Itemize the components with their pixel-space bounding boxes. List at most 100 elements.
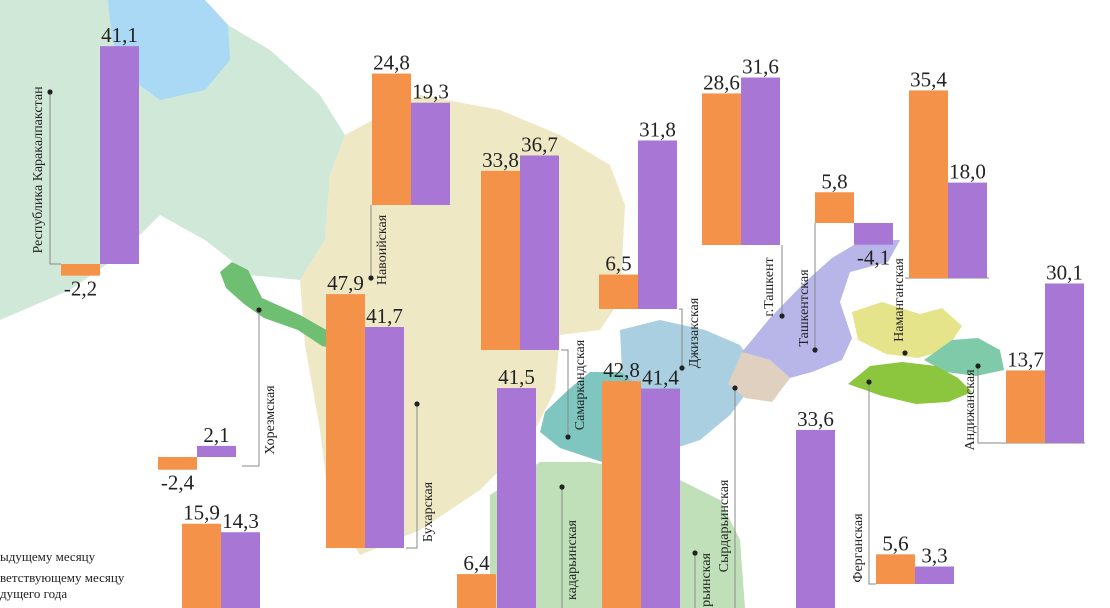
value-label-region-3-0: 47,9 xyxy=(327,271,364,295)
value-label-region-0-0: -2,2 xyxy=(64,277,97,301)
region-name-3: Бухарская xyxy=(421,481,436,542)
value-label-region-10-1: 3,3 xyxy=(921,544,947,568)
bar-charts: -2,2 41,1 -2,4 2,1 24,819,3 47,941,7 33,836,7 6… xyxy=(61,23,1084,608)
region-dot-13 xyxy=(692,550,698,556)
region-name-5: Джизакская xyxy=(687,297,702,368)
legend-item-prev-year-line1: ветствующему месяцу xyxy=(0,570,125,585)
value-label-region-3-1: 41,7 xyxy=(366,304,403,328)
bar-region-1-prev-year xyxy=(197,445,236,457)
region-namangan-area xyxy=(852,302,962,358)
value-label-region-12-1: 41,5 xyxy=(498,365,535,389)
region-name-12: кадарьинская xyxy=(565,519,580,600)
region-dot-6 xyxy=(779,313,785,319)
region-dot-0 xyxy=(47,89,53,95)
region-dot-9 xyxy=(975,363,981,369)
bar-region-5-prev-month xyxy=(599,274,638,309)
bar-region-11-prev-year xyxy=(641,388,680,608)
leader-line-5 xyxy=(679,308,683,368)
value-label-region-6-0: 28,6 xyxy=(703,70,740,94)
leader-line-3 xyxy=(406,404,418,549)
region-name-7: Ташкентская xyxy=(797,269,812,347)
legend-item-prev-month: ыдущему месяцу xyxy=(0,549,96,564)
region-dot-5 xyxy=(679,365,685,371)
value-label-region-11-0: 42,8 xyxy=(603,358,640,382)
bar-region-9-prev-month xyxy=(1006,370,1045,443)
bar-region-1-prev-month xyxy=(158,457,197,470)
value-label-region-10-0: 5,6 xyxy=(882,531,908,555)
region-dot-8 xyxy=(902,350,908,356)
value-label-region-4-0: 33,8 xyxy=(482,148,519,172)
value-label-region-4-1: 36,7 xyxy=(521,132,558,156)
value-label-region-1-1: 2,1 xyxy=(203,423,229,447)
value-label-region-2-1: 19,3 xyxy=(412,80,449,104)
region-dot-4 xyxy=(565,434,571,440)
value-label-region-11-1: 41,4 xyxy=(642,366,679,390)
value-label-region-15-0: 15,9 xyxy=(183,501,220,525)
value-label-region-6-1: 31,6 xyxy=(742,55,779,79)
bar-region-4-prev-year xyxy=(520,155,559,350)
value-label-region-14-1: 33,6 xyxy=(797,407,834,431)
value-label-region-0-1: 41,1 xyxy=(101,23,138,47)
region-name-8: Наманганская xyxy=(892,258,907,342)
region-dot-7 xyxy=(812,347,818,353)
region-andijan-area xyxy=(924,338,1004,376)
value-label-region-5-1: 31,8 xyxy=(639,117,676,141)
region-labels: Республика Каракалпакстан Хорезмская Навои… xyxy=(31,86,978,607)
leader-line-4 xyxy=(561,349,569,437)
region-name-11: Сырдарьинская xyxy=(717,479,732,572)
bar-region-6-prev-month xyxy=(702,93,741,245)
value-label-region-9-0: 13,7 xyxy=(1007,347,1044,371)
region-jizzakh-area xyxy=(620,320,760,450)
bar-region-0-prev-year xyxy=(100,46,139,264)
value-label-region-2-0: 24,8 xyxy=(373,51,410,75)
bar-region-4-prev-month xyxy=(481,170,520,350)
value-label-region-1-0: -2,4 xyxy=(161,471,195,495)
value-label-region-15-1: 14,3 xyxy=(222,509,259,533)
region-tashkent-area xyxy=(742,240,900,378)
region-syrdarya-area xyxy=(728,352,790,402)
leader-line-1 xyxy=(242,310,260,467)
region-name-10: Ферганская xyxy=(851,513,866,583)
leader-line-0 xyxy=(49,92,61,265)
region-dot-11 xyxy=(732,385,738,391)
value-label-region-7-1: -4,1 xyxy=(857,246,890,270)
value-label-region-8-1: 18,0 xyxy=(949,160,986,184)
bar-region-15-prev-year xyxy=(221,532,260,608)
bar-region-7-prev-year xyxy=(854,223,893,245)
region-name-2: Навоийская xyxy=(375,214,390,285)
bar-region-9-prev-year xyxy=(1045,283,1084,443)
region-dot-1 xyxy=(256,307,262,313)
bar-region-2-prev-year xyxy=(411,102,450,205)
region-name-0: Республика Каракалпакстан xyxy=(31,86,46,254)
value-label-region-7-0: 5,8 xyxy=(821,169,847,193)
value-label-region-8-0: 35,4 xyxy=(910,67,947,91)
bar-region-6-prev-year xyxy=(741,77,780,246)
bar-region-8-prev-month xyxy=(909,90,948,278)
bar-region-8-prev-year xyxy=(948,182,987,278)
region-name-6: г.Ташкент xyxy=(762,257,777,316)
bar-region-3-prev-year xyxy=(365,326,404,548)
region-dot-12 xyxy=(559,484,565,490)
region-fergana-area xyxy=(848,362,972,404)
bar-region-14-prev-year xyxy=(796,429,835,608)
bar-region-3-prev-month xyxy=(326,294,365,548)
value-label-region-13-0: 6,4 xyxy=(463,551,490,575)
bar-region-2-prev-month xyxy=(372,73,411,205)
bar-region-12-prev-year xyxy=(497,388,536,608)
leader-line-10 xyxy=(868,382,876,585)
region-name-9: Андижанская xyxy=(963,369,978,451)
region-dot-2 xyxy=(368,275,374,281)
bar-region-13-prev-month xyxy=(457,574,496,608)
region-dot-10 xyxy=(866,379,872,385)
bar-region-11-prev-month xyxy=(602,381,641,608)
region-name-13: рьинская xyxy=(699,553,714,607)
region-khorezm-area xyxy=(220,262,342,350)
bar-region-15-prev-month xyxy=(182,523,221,608)
bar-region-7-prev-month xyxy=(815,192,854,223)
region-dots xyxy=(47,89,981,556)
region-name-1: Хорезмская xyxy=(263,385,278,455)
legend: ыдущему месяцу ветствующему месяцу дущег… xyxy=(0,549,125,601)
region-dot-3 xyxy=(414,401,420,407)
